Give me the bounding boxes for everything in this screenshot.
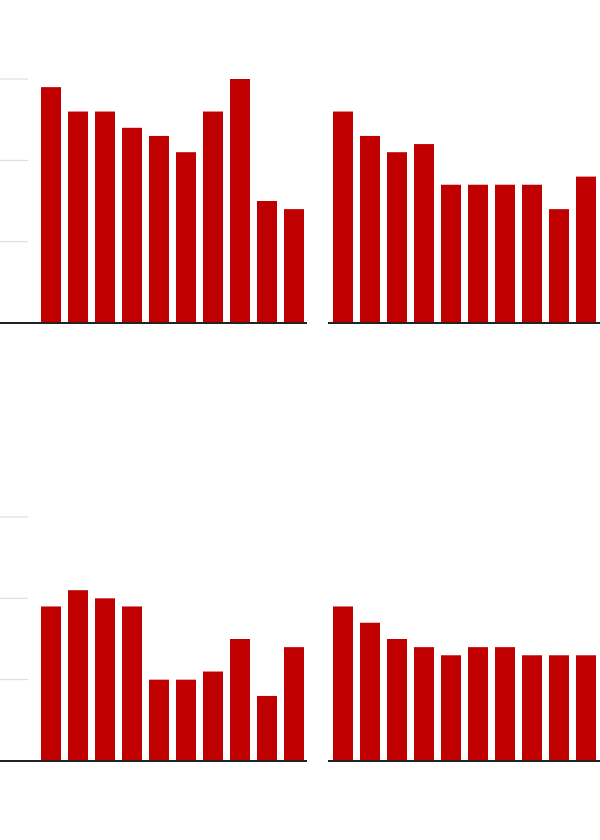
bar bbox=[333, 111, 353, 324]
bar bbox=[203, 111, 223, 324]
bar bbox=[230, 639, 250, 761]
bar bbox=[549, 209, 569, 323]
bar bbox=[495, 184, 515, 323]
bar bbox=[576, 655, 596, 761]
bar bbox=[522, 655, 542, 761]
bar bbox=[230, 79, 250, 323]
bar bbox=[360, 622, 380, 761]
bar bbox=[522, 184, 542, 323]
bar bbox=[468, 184, 488, 323]
bar bbox=[333, 606, 353, 761]
bar bbox=[149, 679, 169, 761]
bar bbox=[257, 695, 277, 761]
bar bbox=[441, 184, 461, 323]
bar bbox=[149, 135, 169, 323]
bar bbox=[387, 152, 407, 323]
bar bbox=[68, 111, 88, 324]
bar bbox=[68, 590, 88, 761]
bar bbox=[576, 176, 596, 323]
bar bbox=[122, 606, 142, 761]
bar bbox=[41, 606, 61, 761]
bar bbox=[95, 598, 115, 761]
bar bbox=[441, 655, 461, 761]
bar bbox=[176, 679, 196, 761]
bar bbox=[122, 127, 142, 323]
bar bbox=[284, 647, 304, 761]
bar bbox=[203, 671, 223, 761]
bar bbox=[95, 111, 115, 324]
bar bbox=[414, 647, 434, 761]
bar bbox=[284, 209, 304, 323]
bar bbox=[257, 201, 277, 323]
bar bbox=[360, 135, 380, 323]
bar bbox=[468, 647, 488, 761]
bar bbox=[387, 639, 407, 761]
bar bbox=[41, 87, 61, 323]
bar bbox=[549, 655, 569, 761]
bar bbox=[414, 144, 434, 323]
bar bbox=[176, 152, 196, 323]
bar bbox=[495, 647, 515, 761]
